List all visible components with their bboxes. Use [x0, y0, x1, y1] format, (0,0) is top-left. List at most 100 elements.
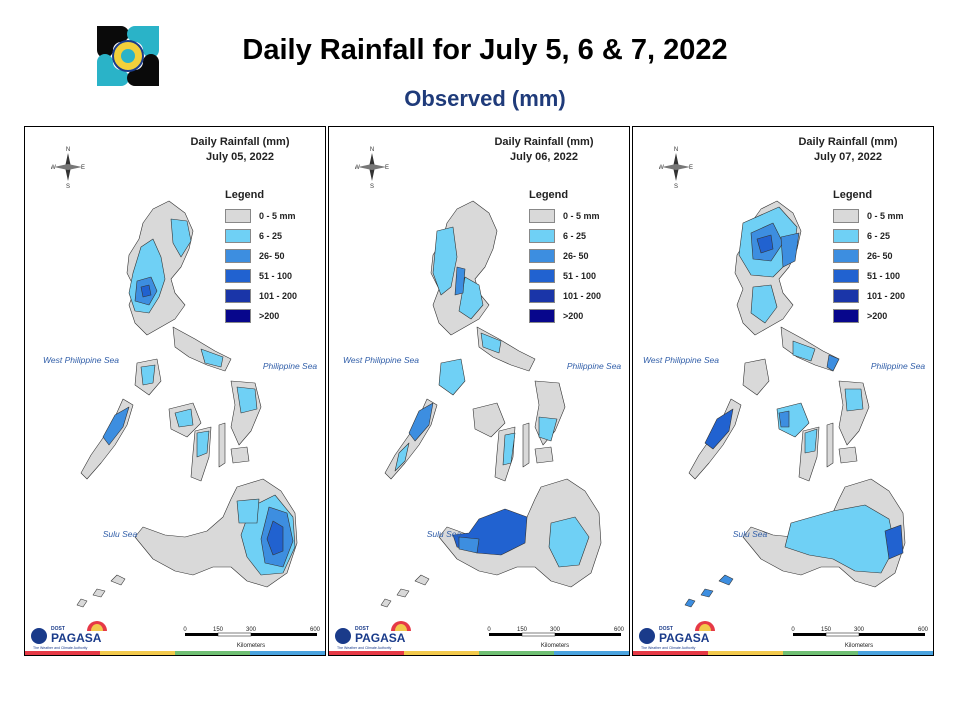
- agency-tagline: The Weather and Climate Authority: [337, 646, 392, 650]
- legend-label: 101 - 200: [563, 291, 602, 301]
- compass-rose-icon: N S E W: [51, 147, 85, 189]
- legend-swatch: [529, 289, 555, 303]
- strip-segment: [858, 651, 933, 655]
- legend-item: 51 - 100: [529, 266, 625, 286]
- scale-bar: 0 150 300 600 Kilometers: [183, 627, 321, 649]
- legend-swatch: [833, 269, 859, 283]
- scale-tick: 300: [246, 627, 257, 633]
- legend-swatch: [529, 309, 555, 323]
- pagasa-brand-logo: DOST PAGASA The Weather and Climate Auth…: [31, 621, 107, 650]
- legend-item: >200: [225, 306, 321, 326]
- legend-swatch: [225, 209, 251, 223]
- bicol-rain: [792, 340, 816, 362]
- legend-swatch: [225, 269, 251, 283]
- west-philippine-sea-label: West Philippine Sea: [643, 355, 719, 365]
- scale-tick: 300: [854, 627, 865, 633]
- legend-title: Legend: [529, 189, 569, 201]
- page-title: Daily Rainfall for July 5, 6 & 7, 2022: [242, 34, 728, 66]
- scale-tick: 150: [821, 627, 832, 633]
- scale-tick: 0: [791, 627, 795, 633]
- palawan-south-rain: [394, 442, 410, 472]
- legend-item: 101 - 200: [225, 286, 321, 306]
- luzon-south-rain: [750, 284, 778, 324]
- strip-segment: [404, 651, 479, 655]
- sulu-islands: [684, 574, 734, 608]
- philippine-sea-label: Philippine Sea: [262, 361, 318, 371]
- legend-swatch: [225, 249, 251, 263]
- legend-label: 6 - 25: [259, 231, 283, 241]
- luzon-north-rain: [170, 218, 192, 258]
- map-panel-july-07: N S E W Daily Rainfall (mm) July 07, 202…: [632, 126, 934, 656]
- legend-label: 51 - 100: [563, 271, 597, 281]
- panel-title-line1: Daily Rainfall (mm): [190, 136, 290, 148]
- samar-rain: [236, 386, 258, 414]
- agency-tagline: The Weather and Climate Authority: [641, 646, 696, 650]
- pagasa-brand-logo: DOST PAGASA The Weather and Climate Auth…: [639, 621, 715, 650]
- sulu-sea-label: Sulu Sea: [426, 529, 462, 539]
- panay-heavy-rain: [778, 410, 790, 428]
- color-strip: [25, 651, 325, 655]
- west-philippine-sea-label: West Philippine Sea: [43, 355, 119, 365]
- compass-n-label: N: [66, 147, 70, 153]
- pagasa-brand-logo: DOST PAGASA The Weather and Climate Auth…: [335, 621, 411, 650]
- scale-tick: 150: [517, 627, 528, 633]
- strip-segment: [554, 651, 629, 655]
- legend-swatch: [529, 249, 555, 263]
- strip-segment: [25, 651, 100, 655]
- philippines-map: [684, 200, 906, 608]
- scale-tick: 150: [213, 627, 224, 633]
- legend-label: 6 - 25: [563, 231, 587, 241]
- compass-rose-icon: N S E W: [355, 147, 389, 189]
- legend: Legend 0 - 5 mm 6 - 25 26- 50 51 - 100 1…: [225, 189, 321, 326]
- legend-swatch: [529, 229, 555, 243]
- luzon-band-rain: [454, 266, 466, 296]
- strip-segment: [329, 651, 404, 655]
- legend-label: 101 - 200: [867, 291, 906, 301]
- legend-item: 26- 50: [833, 246, 929, 266]
- legend-swatch: [833, 229, 859, 243]
- legend-item: 101 - 200: [529, 286, 625, 306]
- agency-small-label: DOST: [659, 626, 673, 632]
- legend-item: 26- 50: [225, 246, 321, 266]
- scale-bar: 0 150 300 600 Kilometers: [487, 627, 624, 649]
- map-panel-july-06: N S E W Daily Rainfall (mm) July 06, 202…: [328, 126, 630, 656]
- negros-rain: [502, 432, 516, 466]
- scale-tick: 0: [487, 627, 491, 633]
- panel-title: Daily Rainfall (mm) July 07, 2022: [773, 135, 923, 165]
- compass-e-label: E: [385, 165, 389, 171]
- compass-n-label: N: [370, 147, 374, 153]
- sulu-islands: [76, 574, 126, 608]
- strip-segment: [783, 651, 858, 655]
- legend-label: 51 - 100: [867, 271, 901, 281]
- panay-rain: [174, 408, 194, 428]
- samar-rain: [538, 416, 558, 442]
- bicol-heavy-rain: [826, 354, 840, 372]
- compass-e-label: E: [689, 165, 693, 171]
- mindoro-rain: [140, 364, 156, 386]
- panel-title: Daily Rainfall (mm) July 05, 2022: [165, 135, 315, 165]
- color-strip: [633, 651, 933, 655]
- philippine-sea-label: Philippine Sea: [566, 361, 622, 371]
- luzon-west-rain: [432, 226, 458, 296]
- palawan-rain: [408, 402, 434, 442]
- panay: [472, 402, 506, 438]
- agency-name: PAGASA: [51, 631, 102, 645]
- legend-item: 0 - 5 mm: [529, 206, 625, 226]
- luzon-core-rain: [140, 284, 152, 298]
- compass-n-label: N: [674, 147, 678, 153]
- luzon-east-rain: [458, 276, 484, 320]
- mindanao-core-rain: [266, 520, 284, 556]
- compass-rose-icon: N S E W: [659, 147, 693, 189]
- legend-label: 26- 50: [259, 251, 285, 261]
- scale-tick: 600: [310, 627, 321, 633]
- luzon-core-rain: [756, 234, 774, 254]
- panel-title-line1: Daily Rainfall (mm): [798, 136, 898, 148]
- legend-swatch: [833, 209, 859, 223]
- compass-e-label: E: [81, 165, 85, 171]
- mindanao-north-rain: [236, 498, 260, 524]
- strip-segment: [708, 651, 783, 655]
- mindoro: [438, 358, 466, 396]
- negros-rain: [196, 430, 210, 458]
- scale-unit: Kilometers: [845, 643, 873, 649]
- legend-label: >200: [563, 311, 584, 321]
